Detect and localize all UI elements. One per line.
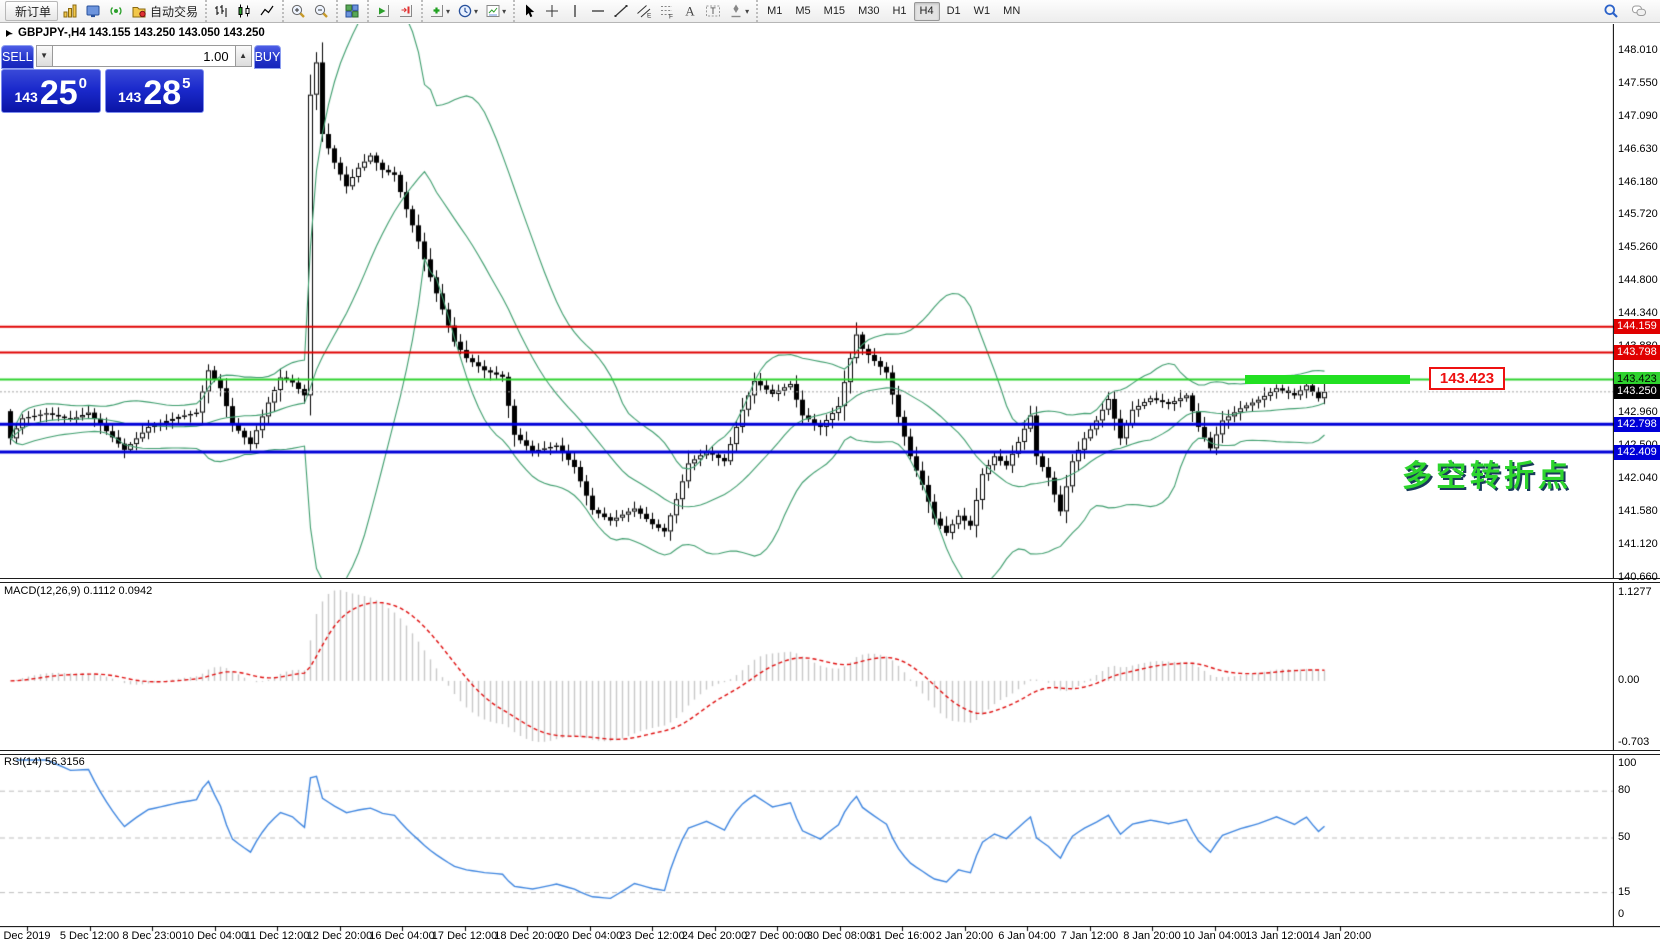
- price-tag: 142.409: [1614, 444, 1660, 460]
- time-axis-label: Dec 2019: [3, 930, 51, 942]
- price-tick-label: 141.580: [1618, 504, 1658, 517]
- price-axis-panel: [1614, 24, 1660, 926]
- resistance-highlight-bar[interactable]: [1245, 374, 1410, 384]
- price-tag: 144.159: [1614, 319, 1660, 335]
- rsi-axis-bottom: 0: [1618, 908, 1625, 920]
- time-axis-label: 14 Jan 20:00: [1307, 930, 1372, 942]
- volume-increase-button[interactable]: ▲: [234, 45, 252, 67]
- time-axis-label: 2 Jan 20:00: [935, 930, 994, 942]
- price-tick-label: 146.180: [1618, 175, 1658, 188]
- time-axis-label: 5 Dec 12:00: [59, 930, 120, 942]
- rsi-level-label: 80: [1618, 784, 1631, 797]
- price-tick-label: 145.260: [1618, 241, 1658, 254]
- chart-corner-icon: [6, 29, 13, 37]
- price-tick-label: 142.960: [1618, 406, 1658, 419]
- time-axis-label: 6 Jan 04:00: [998, 930, 1056, 942]
- price-tick-label: 145.720: [1618, 208, 1658, 221]
- buy-price-sup: 5: [182, 75, 191, 92]
- price-tick-label: 147.090: [1618, 110, 1658, 123]
- time-axis-label: 10 Dec 04:00: [181, 930, 248, 942]
- sell-price-sup: 0: [78, 75, 88, 92]
- time-axis-label: 8 Jan 20:00: [1123, 930, 1181, 942]
- buy-button[interactable]: BUY: [253, 45, 282, 69]
- macd-axis-zero: 0.00: [1618, 673, 1640, 686]
- time-axis-label: 12 Dec 20:00: [306, 930, 373, 942]
- time-axis-label: 16 Dec 04:00: [369, 930, 435, 942]
- price-tick-label: 144.800: [1618, 274, 1658, 287]
- time-axis-label: 27 Dec 00:00: [744, 930, 810, 942]
- time-axis-label: 31 Dec 16:00: [869, 930, 935, 942]
- pane-divider[interactable]: [0, 578, 1660, 583]
- rsi-level-label: 50: [1618, 831, 1631, 843]
- time-axis-label: 18 Dec 20:00: [494, 930, 560, 942]
- time-axis-label: 17 Dec 12:00: [431, 930, 498, 942]
- time-axis-label: 11 Dec 12:00: [244, 930, 310, 942]
- one-click-trade-panel: SELL ▼ ▲ BUY 143 25 0 143 28 5: [1, 45, 282, 113]
- sell-price-small: 143: [14, 89, 38, 105]
- buy-price-small: 143: [117, 89, 142, 105]
- time-axis-label: 23 Dec 12:00: [619, 930, 685, 942]
- time-axis-label: 7 Jan 12:00: [1060, 930, 1119, 942]
- volume-stepper: ▼ ▲: [35, 45, 252, 67]
- sell-button[interactable]: SELL: [1, 45, 34, 69]
- sell-price-big: 25: [39, 74, 78, 112]
- symbol-title-text: GBPJPY-,H4 143.155 143.250 143.050 143.2…: [18, 27, 265, 39]
- price-tick-label: 148.010: [1618, 44, 1658, 57]
- rsi-indicator-header: RSI(14) 56.3156: [4, 756, 85, 768]
- macd-axis-min: -0.703: [1618, 736, 1650, 748]
- price-tag: 143.250: [1614, 384, 1660, 400]
- price-tick-label: 147.550: [1618, 77, 1658, 90]
- time-axis-label: 30 Dec 08:00: [806, 930, 873, 942]
- buy-price-big: 28: [143, 74, 182, 112]
- macd-indicator-header: MACD(12,26,9) 0.1112 0.0942: [4, 585, 153, 597]
- pane-divider[interactable]: [0, 750, 1660, 755]
- macd-axis-max: 1.1277: [1618, 586, 1652, 598]
- time-axis-label: 24 Dec 20:00: [681, 930, 748, 942]
- time-axis-label: 10 Jan 04:00: [1182, 930, 1247, 942]
- time-axis-label: 8 Dec 23:00: [122, 930, 182, 942]
- rsi-axis-top: 100: [1618, 757, 1637, 769]
- chart-symbol-title: GBPJPY-,H4 143.155 143.250 143.050 143.2…: [5, 27, 265, 39]
- price-tick-label: 144.340: [1618, 307, 1658, 320]
- price-tag: 142.798: [1614, 416, 1660, 432]
- price-tag: 143.798: [1614, 345, 1660, 361]
- sell-quote-box[interactable]: 143 25 0: [1, 69, 101, 113]
- price-tag: 143.423: [1614, 371, 1660, 387]
- chinese-annotation-text: 多空转折点: [1402, 460, 1572, 493]
- price-tick-label: 142.040: [1618, 471, 1658, 484]
- rsi-level-label: 15: [1618, 885, 1631, 898]
- time-axis-label: 13 Jan 12:00: [1245, 930, 1309, 942]
- time-axis-label: 20 Dec 04:00: [556, 930, 623, 942]
- price-level-callout[interactable]: 143.423: [1429, 367, 1505, 390]
- buy-quote-box[interactable]: 143 28 5: [104, 69, 204, 113]
- price-tick-label: 140.660: [1618, 570, 1658, 583]
- volume-input[interactable]: [52, 45, 235, 67]
- price-tick-label: 141.120: [1618, 537, 1658, 550]
- price-tick-label: 146.630: [1618, 143, 1658, 156]
- volume-decrease-button[interactable]: ▼: [35, 45, 53, 67]
